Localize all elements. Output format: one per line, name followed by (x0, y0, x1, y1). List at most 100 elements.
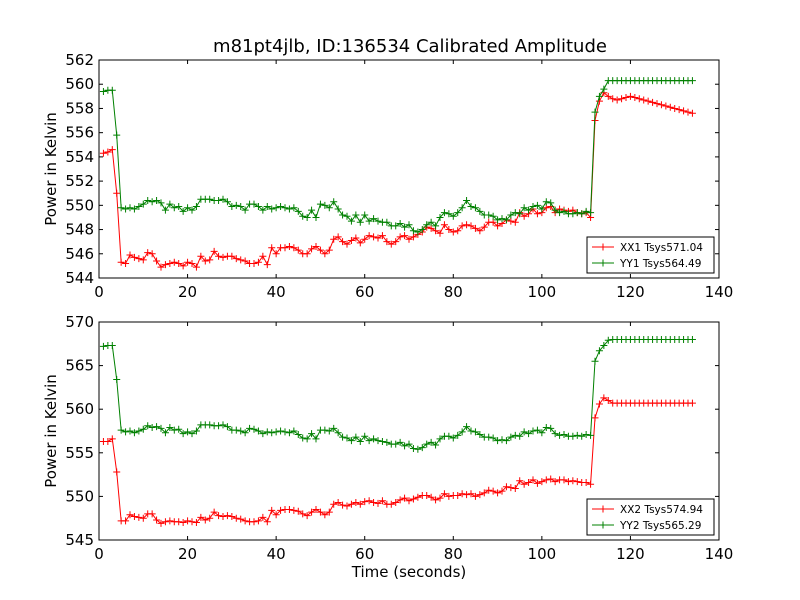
data-point (215, 252, 223, 260)
data-point (511, 485, 519, 493)
data-point (507, 433, 515, 441)
data-point (272, 250, 280, 258)
data-point (507, 211, 515, 219)
data-point (144, 196, 152, 204)
data-point (259, 206, 267, 214)
data-point (467, 203, 475, 211)
plot-area (99, 335, 696, 527)
data-point (467, 490, 475, 498)
data-point (662, 102, 670, 110)
data-point (192, 519, 200, 527)
data-point (498, 436, 506, 444)
data-point (268, 244, 276, 252)
data-point (281, 244, 289, 252)
data-point (104, 437, 112, 445)
legend-box (586, 236, 715, 274)
data-point (339, 433, 347, 441)
data-point (122, 205, 130, 213)
data-point (343, 434, 351, 442)
data-point (263, 261, 271, 269)
data-point (582, 430, 590, 438)
y-tick-label: 570 (65, 313, 94, 331)
data-point (272, 511, 280, 519)
data-point (440, 209, 448, 217)
data-point (330, 235, 338, 243)
data-point (600, 394, 608, 402)
bottom-panel: 0 20 40 60 80 100 120 140 545 550 555 560 565 570 Powe… (42, 313, 733, 581)
y-tick-label: 555 (65, 444, 94, 462)
data-point (321, 426, 329, 434)
data-point (533, 426, 541, 434)
data-point (657, 101, 665, 109)
data-point (126, 427, 134, 435)
data-point (153, 196, 161, 204)
data-point (321, 201, 329, 209)
data-point (432, 222, 440, 230)
data-point (418, 444, 426, 452)
data-point (184, 428, 192, 436)
data-point (436, 229, 444, 237)
chart-title: m81pt4jlb, ID:136534 Calibrated Amplitud… (213, 36, 607, 57)
data-point (144, 422, 152, 430)
data-point (135, 427, 143, 435)
data-point (99, 149, 107, 157)
data-point (184, 517, 192, 525)
data-point (414, 445, 422, 453)
data-point (591, 108, 599, 116)
data-point (653, 100, 661, 108)
data-point (166, 200, 174, 208)
y-tick-label: 546 (65, 245, 94, 263)
data-point (560, 207, 568, 215)
data-point (228, 203, 236, 211)
data-point (423, 440, 431, 448)
data-point (680, 107, 688, 115)
data-point (285, 243, 293, 251)
data-point (538, 205, 546, 213)
legend-box (586, 498, 715, 536)
data-point (361, 432, 369, 440)
data-point (542, 198, 550, 206)
data-point (542, 476, 550, 484)
data-point (126, 204, 134, 212)
data-point (511, 218, 519, 226)
x-tick-label: 140 (705, 283, 734, 301)
data-point (250, 425, 258, 433)
data-point (467, 222, 475, 230)
data-point (374, 234, 382, 242)
plot-area (99, 77, 696, 271)
data-point (285, 429, 293, 437)
data-point (294, 430, 302, 438)
data-point (201, 516, 209, 524)
data-point (170, 258, 178, 266)
data-point (361, 235, 369, 243)
x-axis-label: Time (seconds) (351, 563, 467, 581)
y-tick-label: 560 (65, 400, 94, 418)
data-point (259, 252, 267, 260)
x-tick-label: 20 (178, 545, 197, 563)
data-point (347, 437, 355, 445)
data-point (378, 232, 386, 240)
data-point (153, 257, 161, 265)
data-point (330, 424, 338, 432)
data-point (241, 206, 249, 214)
data-point (476, 227, 484, 235)
data-point (507, 217, 515, 225)
data-point (516, 210, 524, 218)
data-point (108, 146, 116, 154)
data-point (387, 240, 395, 248)
data-point (153, 516, 161, 524)
data-point (352, 433, 360, 441)
data-point (365, 497, 373, 505)
data-point (587, 209, 595, 217)
data-point (263, 518, 271, 526)
x-tick-label: 120 (616, 283, 645, 301)
data-point (445, 226, 453, 234)
data-point (157, 263, 165, 271)
data-point (290, 427, 298, 435)
data-point (290, 204, 298, 212)
data-point (516, 432, 524, 440)
data-point (232, 514, 240, 522)
data-point (494, 216, 502, 224)
data-point (405, 497, 413, 505)
y-tick-label: 558 (65, 99, 94, 117)
